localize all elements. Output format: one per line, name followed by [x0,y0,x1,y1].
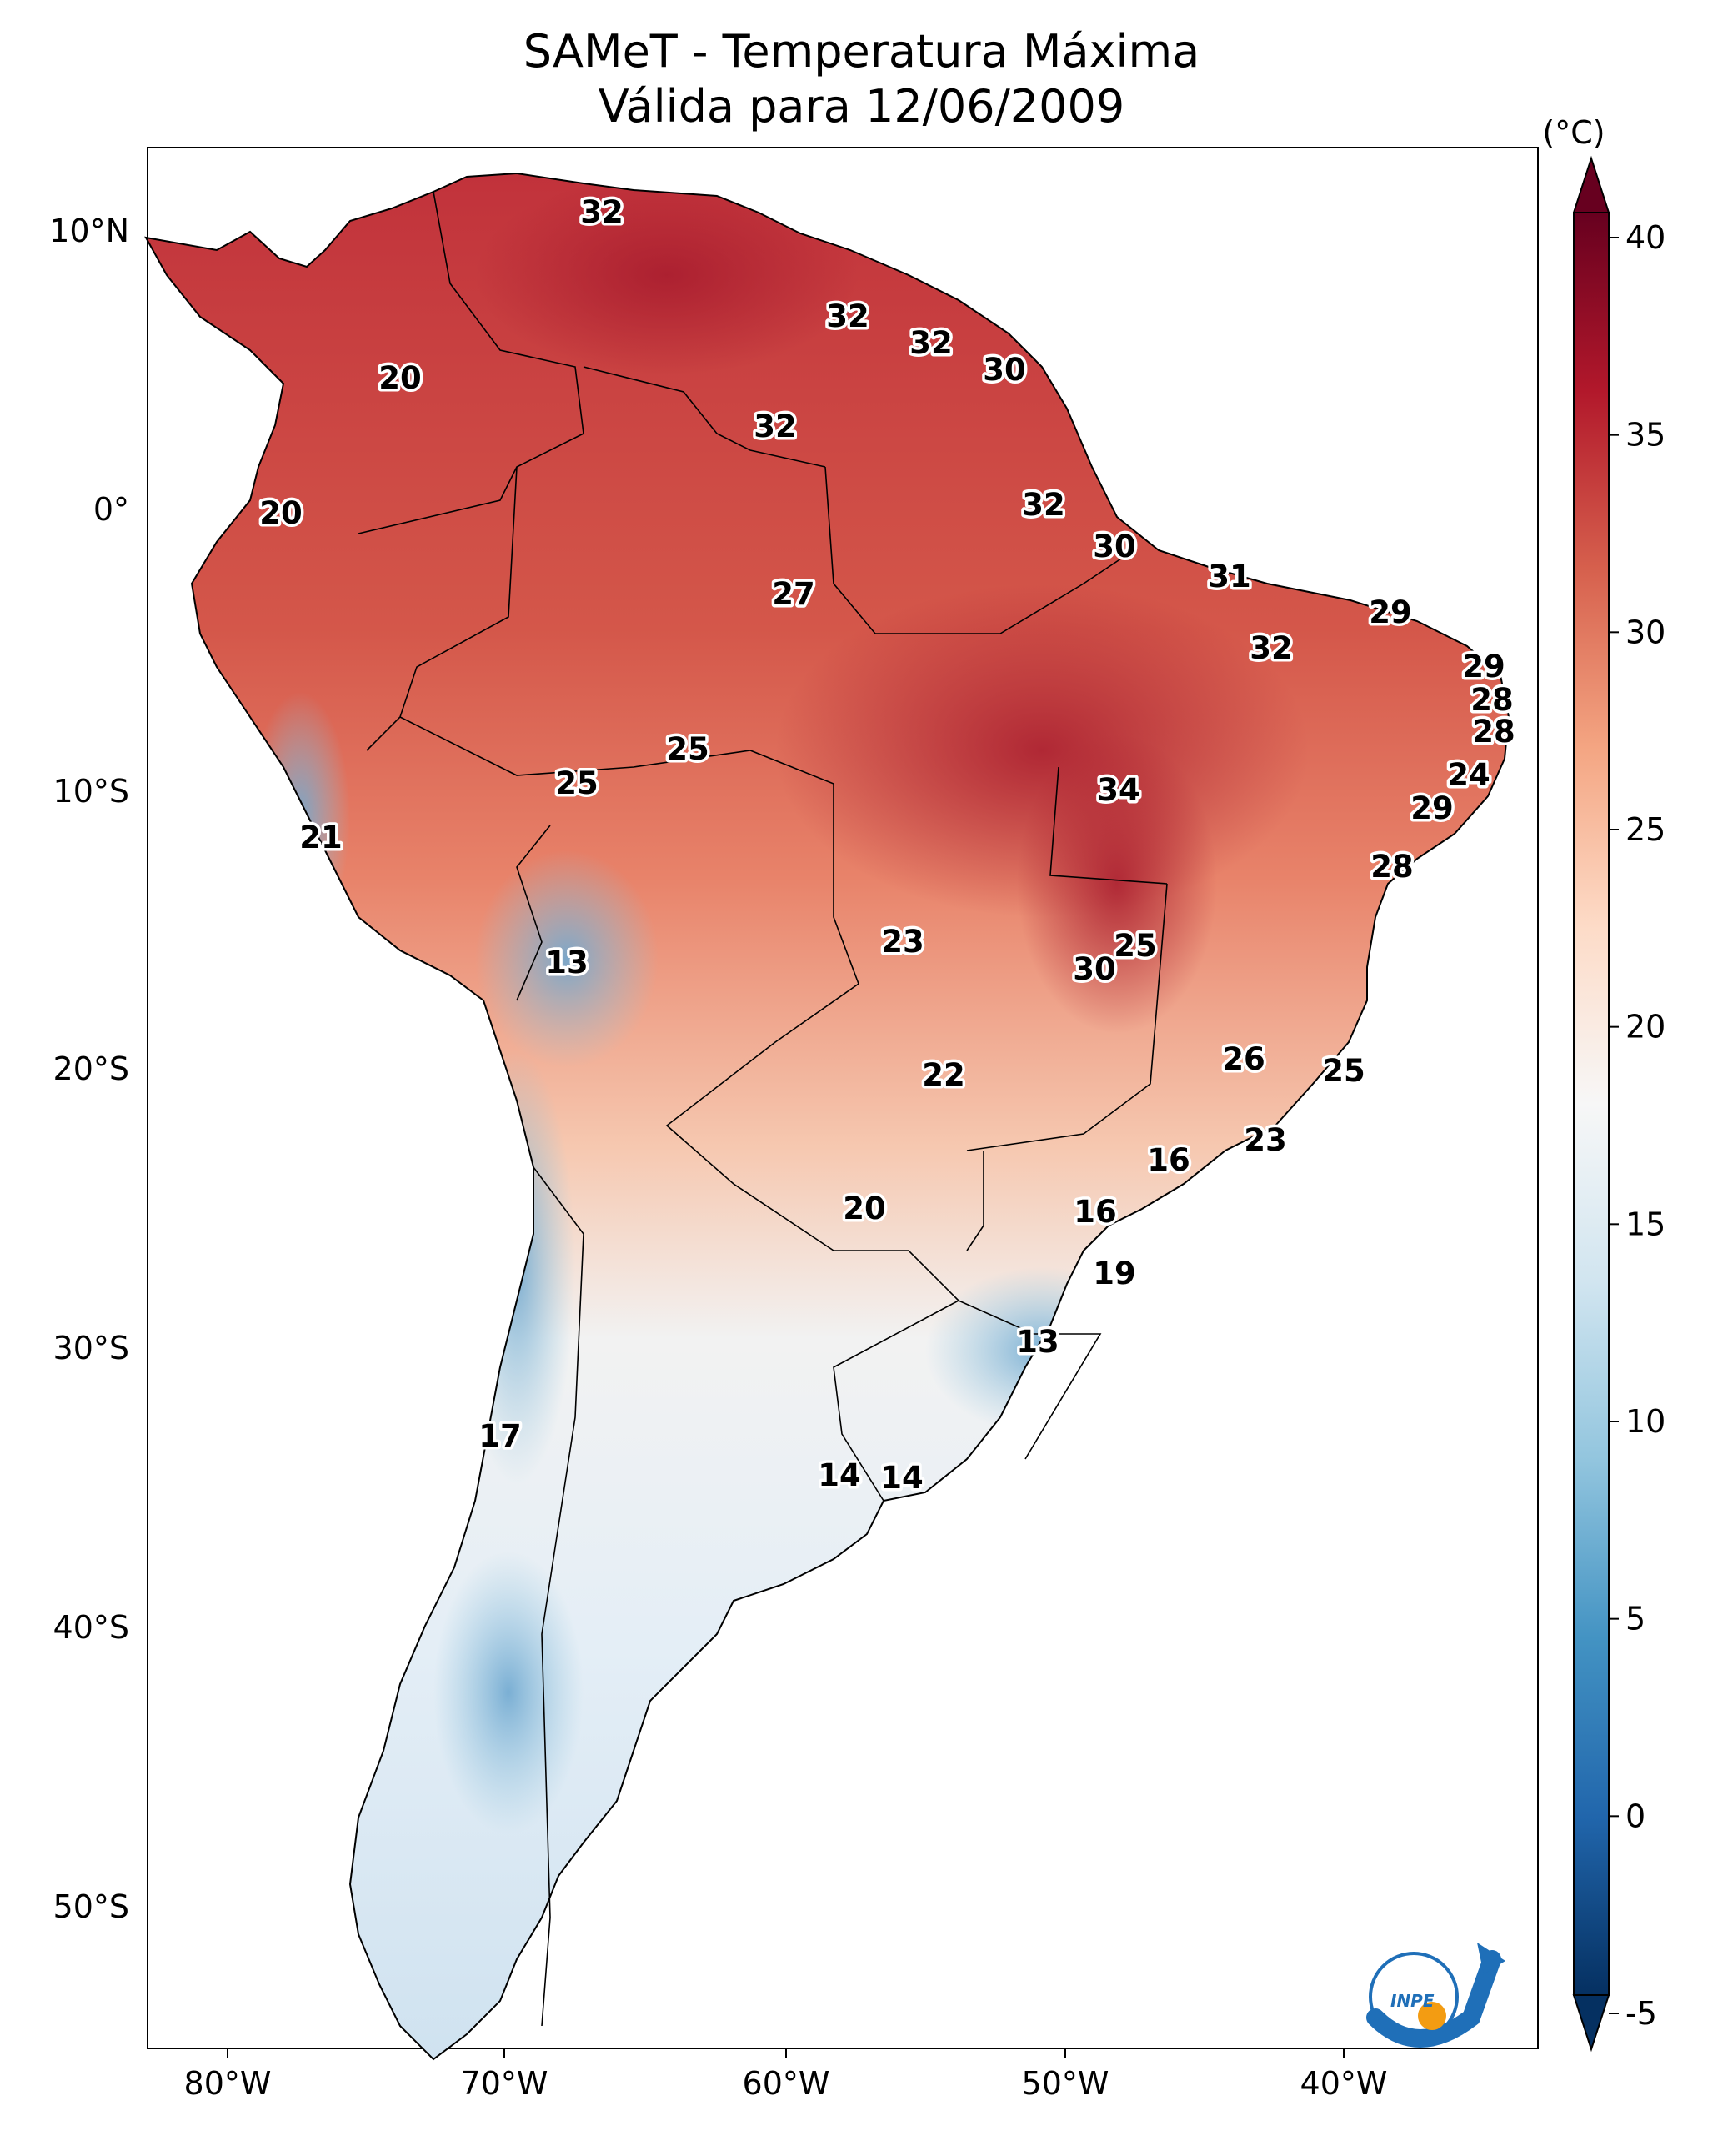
isotherm-label: 28 [1370,849,1414,885]
isotherm-label: 19 [1093,1256,1136,1291]
isotherm-label: 25 [666,731,709,767]
y-tick-30s: 30°S [53,1330,129,1366]
x-tick-60w: 60°W [743,2065,830,2102]
isotherm-label: 14 [818,1457,861,1493]
isotherm-label: 23 [881,924,924,960]
isotherm-labels: 32 32 32 30 20 32 20 32 30 31 27 29 32 2… [257,192,1519,1499]
isotherm-label: 20 [259,495,303,531]
colorbar-unit-label: (°C) [1542,114,1605,151]
isotherm-label: 21 [299,820,343,855]
isotherm-label: 28 [1470,682,1514,718]
isotherm-label: 20 [378,360,422,396]
colorbar-tick-label: 25 [1625,811,1665,848]
logo-text: INPE [1390,1991,1435,2011]
isotherm-label: 30 [983,352,1026,388]
y-axis: 10°N 0° 10°S 20°S 30°S 40°S 50°S [49,213,129,1925]
isotherm-label: 17 [478,1418,522,1454]
inpe-logo: INPE [1366,1943,1505,2048]
map-subtitle: Válida para 12/06/2009 [598,80,1125,133]
colorbar-max-extend [1572,155,1610,213]
colorbar-tick-label: 0 [1625,1798,1645,1834]
isotherm-label: 31 [1208,559,1251,594]
y-tick-50s: 50°S [53,1888,129,1925]
colorbar-min-extend [1572,1994,1610,2053]
isotherm-label: 24 [1447,757,1490,793]
y-tick-40s: 40°S [53,1609,129,1646]
isotherm-label: 32 [1022,487,1065,523]
y-tick-10n: 10°N [49,213,129,249]
isotherm-label: 28 [1472,714,1515,750]
isotherm-label: 30 [1073,951,1116,987]
x-tick-80w: 80°W [184,2065,272,2102]
isotherm-label: 32 [1250,630,1293,666]
isotherm-label: 29 [1410,790,1454,826]
isotherm-label: 32 [754,409,797,444]
x-tick-40w: 40°W [1300,2065,1388,2102]
isotherm-label: 20 [843,1191,886,1226]
colorbar-ticks: 40 35 30 25 20 15 10 5 0 -5 [1609,219,1665,2032]
y-tick-0: 0° [93,491,129,528]
isotherm-label: 16 [1147,1142,1190,1178]
colorbar-tick-label: -5 [1625,1995,1657,2032]
y-tick-20s: 20°S [53,1050,129,1087]
isotherm-label: 23 [1244,1122,1287,1158]
isotherm-label: 32 [580,194,624,230]
isotherm-label: 25 [1322,1053,1365,1089]
colorbar-scale [1574,213,1609,1995]
isotherm-label: 29 [1369,594,1412,630]
country-borders [358,191,1168,2027]
isotherm-label: 25 [1114,928,1157,964]
x-axis: 80°W 70°W 60°W 50°W 40°W [184,2048,1388,2102]
isotherm-label: 13 [545,945,589,980]
logo-arrow-icon [1366,1950,1501,2048]
isotherm-label: 25 [555,765,599,801]
isotherm-label: 13 [1016,1324,1059,1360]
isotherm-label: 32 [826,298,869,334]
colorbar: (°C) 40 35 30 25 20 15 10 5 0 -5 [1542,114,1665,2053]
colorbar-tick-label: 20 [1625,1009,1665,1045]
isotherm-label: 14 [880,1460,924,1496]
isotherm-label: 29 [1462,649,1505,684]
isotherm-label: 22 [922,1057,965,1093]
colorbar-tick-label: 40 [1625,219,1665,256]
isotherm-label: 32 [909,325,953,361]
x-tick-50w: 50°W [1022,2065,1109,2102]
y-tick-10s: 10°S [53,773,129,810]
isotherm-label: 34 [1097,772,1140,808]
coastline [144,172,1510,2061]
map-title: SAMeT - Temperatura Máxima [523,25,1200,78]
colorbar-tick-label: 30 [1625,614,1665,650]
isotherm-label: 27 [772,576,815,612]
colorbar-tick-label: 5 [1625,1601,1645,1637]
colorbar-tick-label: 35 [1625,417,1665,454]
colorbar-tick-label: 10 [1625,1403,1665,1440]
x-tick-70w: 70°W [461,2065,548,2102]
colorbar-tick-label: 15 [1625,1206,1665,1242]
isotherm-label: 30 [1093,529,1136,564]
isotherm-label: 26 [1222,1041,1265,1077]
isotherm-label: 16 [1074,1194,1117,1230]
